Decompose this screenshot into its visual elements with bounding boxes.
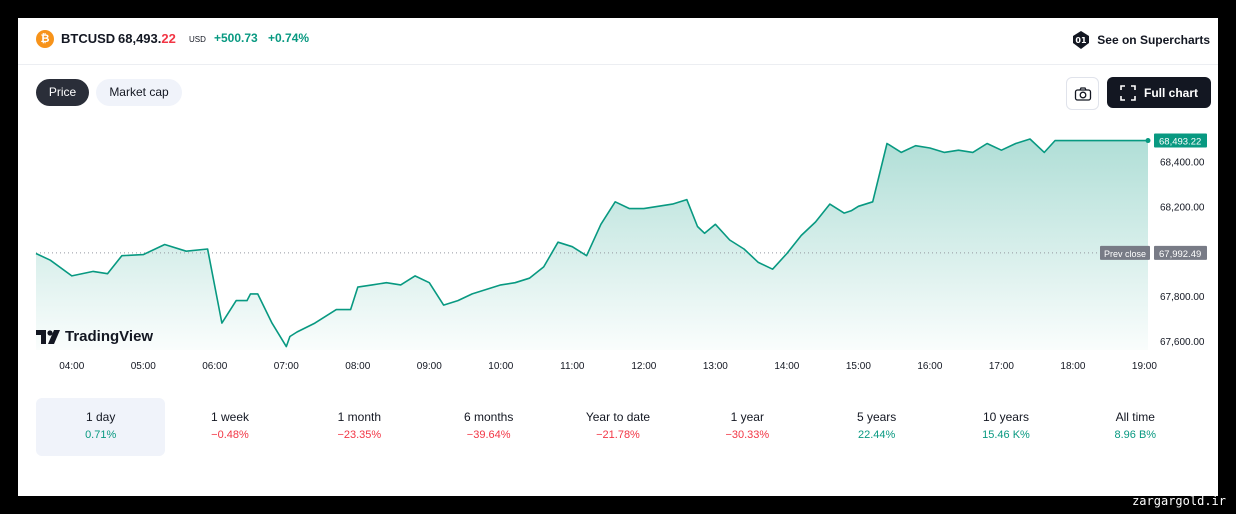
period-change: −21.78% xyxy=(596,429,640,441)
period-change: 22.44% xyxy=(857,429,896,441)
period-label: 10 years xyxy=(982,410,1029,424)
x-tick-label: 18:00 xyxy=(1060,361,1085,372)
screenshot-button[interactable] xyxy=(1066,77,1099,110)
period-5-years[interactable]: 5 years 22.44% xyxy=(812,398,941,456)
period-label: 1 year xyxy=(730,410,764,424)
x-tick-label: 14:00 xyxy=(774,361,799,372)
tab-market-cap[interactable]: Market cap xyxy=(96,79,182,106)
period-all-time[interactable]: All time 8.96 B% xyxy=(1071,398,1200,456)
x-tick-label: 10:00 xyxy=(488,361,513,372)
tradingview-icon xyxy=(36,329,60,344)
period-1-year[interactable]: 1 year −30.33% xyxy=(683,398,812,456)
fullscreen-icon xyxy=(1120,84,1136,101)
bitcoin-icon: ₿ xyxy=(36,30,54,48)
svg-text:01: 01 xyxy=(1076,36,1088,45)
period-change: 8.96 B% xyxy=(1114,429,1157,441)
y-tick-label: 68,200.00 xyxy=(1160,202,1205,213)
x-tick-label: 17:00 xyxy=(989,361,1014,372)
y-tick-label: 68,400.00 xyxy=(1160,157,1205,168)
camera-icon xyxy=(1074,86,1091,101)
symbol-header: ₿ BTCUSD 68,493.22 USD +500.73 +0.74% 01… xyxy=(18,18,1218,65)
period-label: 1 month xyxy=(337,410,381,424)
widget-panel: ₿ BTCUSD 68,493.22 USD +500.73 +0.74% 01… xyxy=(18,18,1218,496)
y-tick-label: 67,600.00 xyxy=(1160,337,1205,348)
svg-text:Prev close: Prev close xyxy=(1104,249,1146,259)
x-tick-label: 07:00 xyxy=(274,361,299,372)
supercharts-icon: 01 xyxy=(1073,31,1090,49)
x-tick-label: 06:00 xyxy=(202,361,227,372)
period-change: −39.64% xyxy=(466,429,511,441)
currency-label: USD xyxy=(189,35,206,44)
period-label: 1 week xyxy=(210,410,249,424)
period-change: −0.48% xyxy=(211,429,249,441)
period-change: −30.33% xyxy=(725,429,770,441)
period-change: 0.71% xyxy=(85,429,117,441)
period-label: 1 day xyxy=(85,410,116,424)
price-change: +500.73 xyxy=(214,31,258,45)
x-tick-label: 05:00 xyxy=(131,361,156,372)
price-line xyxy=(35,138,1148,348)
price-change-percent: +0.74% xyxy=(268,31,310,45)
last-price-dot xyxy=(1145,138,1151,144)
x-tick-label: 11:00 xyxy=(560,361,585,372)
price-chart[interactable]: 67,600.0067,800.0068,000.0068,200.0068,4… xyxy=(18,118,1218,383)
x-tick-label: 15:00 xyxy=(846,361,871,372)
period-label: All time xyxy=(1115,410,1155,424)
last-price-label: 68,493.22 xyxy=(1154,133,1207,148)
x-tick-label: 13:00 xyxy=(703,361,728,372)
prev-close-label: Prev close 67,992.49 xyxy=(1100,245,1207,260)
period-10-years[interactable]: 10 years 15.46 K% xyxy=(941,398,1070,456)
full-chart-button[interactable]: Full chart xyxy=(1107,77,1211,108)
x-tick-label: 16:00 xyxy=(917,361,942,372)
last-price: 68,493.22 xyxy=(118,31,176,46)
period-1-month[interactable]: 1 month −23.35% xyxy=(295,398,424,456)
svg-text:68,493.22: 68,493.22 xyxy=(1159,137,1201,148)
symbol-name[interactable]: BTCUSD xyxy=(61,31,116,46)
period-1-week[interactable]: 1 week −0.48% xyxy=(165,398,294,456)
y-tick-label: 67,800.00 xyxy=(1160,292,1205,303)
period-label: Year to date xyxy=(585,410,651,424)
period-6-months[interactable]: 6 months −39.64% xyxy=(424,398,553,456)
tab-price[interactable]: Price xyxy=(36,79,89,106)
performance-periods: 1 day 0.71% 1 week −0.48% 1 month −23.35% 6 mo… xyxy=(36,398,1200,456)
svg-text:67,992.49: 67,992.49 xyxy=(1159,249,1201,260)
x-tick-label: 19:00 xyxy=(1132,361,1157,372)
period-change: 15.46 K% xyxy=(982,429,1030,441)
period-change: −23.35% xyxy=(337,429,382,441)
x-tick-label: 09:00 xyxy=(417,361,442,372)
watermark: zargargold.ir xyxy=(1132,494,1226,508)
period-label: 5 years xyxy=(856,410,897,424)
period-label: 6 months xyxy=(463,410,514,424)
x-tick-label: 04:00 xyxy=(59,361,84,372)
x-tick-label: 12:00 xyxy=(631,361,656,372)
tradingview-logo: TradingView xyxy=(36,328,153,345)
x-tick-label: 08:00 xyxy=(345,361,370,372)
see-on-supercharts-link[interactable]: 01 See on Supercharts xyxy=(1071,30,1210,50)
period-1-day[interactable]: 1 day 0.71% xyxy=(36,398,166,456)
period-year-to-date[interactable]: Year to date −21.78% xyxy=(553,398,682,456)
